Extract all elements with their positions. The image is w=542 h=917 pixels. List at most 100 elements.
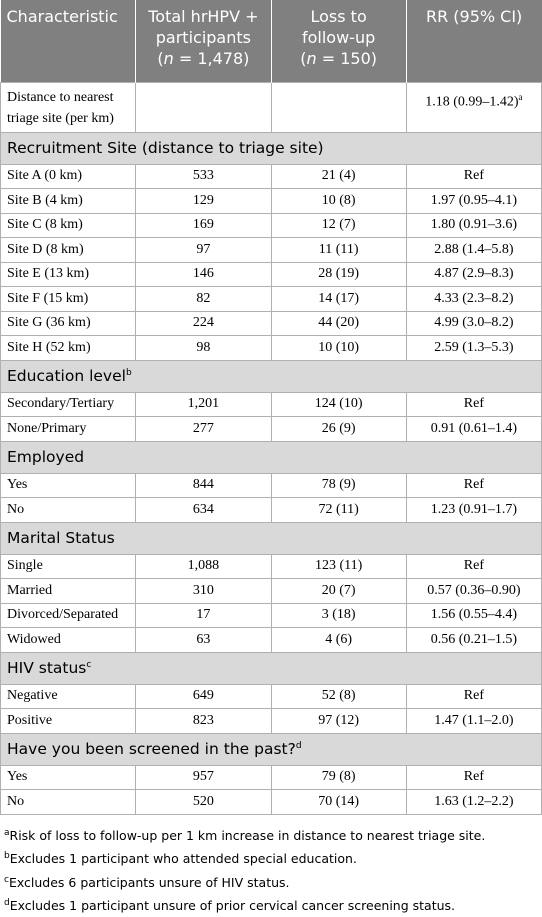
distance-row: Distance to nearest triage site (per km)…	[1, 82, 542, 132]
header-text: Total hrHPV +	[148, 7, 258, 26]
sample-size: = 150)	[317, 49, 377, 68]
section-row: Employed	[1, 441, 542, 473]
data-cell: 82	[136, 287, 271, 312]
data-cell: 63	[136, 628, 271, 653]
data-cell: Ref	[406, 473, 541, 498]
section-row: Marital Status	[1, 522, 542, 554]
data-cell: 10 (8)	[271, 189, 406, 214]
header-text: follow-up	[302, 28, 375, 47]
data-cell: 1.23 (0.91–1.7)	[406, 498, 541, 523]
section-title: HIV statusc	[1, 652, 542, 684]
footnote: bExcludes 1 participant who attended spe…	[4, 846, 542, 870]
row-label: Negative	[1, 684, 136, 709]
footnote-text: Excludes 1 participant unsure of prior c…	[10, 899, 455, 914]
data-cell: 17	[136, 603, 271, 628]
empty-cell	[271, 82, 406, 132]
header-cell: Characteristic	[1, 0, 136, 82]
row-label: Single	[1, 554, 136, 579]
data-cell: Ref	[406, 684, 541, 709]
data-cell: 26 (9)	[271, 417, 406, 442]
row-label: Distance to nearest triage site (per km)	[1, 82, 136, 132]
section-text: HIV status	[7, 659, 86, 677]
data-cell: 0.57 (0.36–0.90)	[406, 579, 541, 604]
data-cell: 123 (11)	[271, 554, 406, 579]
data-cell: 649	[136, 684, 271, 709]
empty-cell	[136, 82, 271, 132]
data-cell: 2.88 (1.4–5.8)	[406, 238, 541, 263]
data-cell: 28 (19)	[271, 262, 406, 287]
section-title: Education levelb	[1, 360, 542, 392]
data-cell: 1.63 (1.2–2.2)	[406, 790, 541, 815]
data-cell: 97	[136, 238, 271, 263]
section-text: Marital Status	[7, 529, 115, 547]
data-cell: 1.47 (1.1–2.0)	[406, 709, 541, 734]
section-row: Recruitment Site (distance to triage sit…	[1, 132, 542, 164]
row-label: No	[1, 498, 136, 523]
data-cell: 1.80 (0.91–3.6)	[406, 213, 541, 238]
header-text: participants	[156, 28, 251, 47]
data-cell: 72 (11)	[271, 498, 406, 523]
header-cell: RR (95% CI)	[406, 0, 541, 82]
footnote-mark: c	[86, 660, 91, 670]
footnote-text: Excludes 1 participant who attended spec…	[10, 851, 357, 866]
row-label: Yes	[1, 765, 136, 790]
header-cell: Total hrHPV +participants(n = 1,478)	[136, 0, 271, 82]
footnote: aRisk of loss to follow-up per 1 km incr…	[4, 823, 542, 847]
section-text: Education level	[7, 367, 126, 385]
rr-cell: 1.18 (0.99–1.42)a	[406, 82, 541, 132]
data-cell: 129	[136, 189, 271, 214]
footnote-text: Risk of loss to follow-up per 1 km incre…	[10, 828, 486, 843]
row-label: Site H (52 km)	[1, 336, 136, 361]
data-cell: 520	[136, 790, 271, 815]
data-cell: 1,201	[136, 392, 271, 417]
section-row: Have you been screened in the past?d	[1, 733, 542, 765]
data-cell: 4.99 (3.0–8.2)	[406, 311, 541, 336]
row-label: Site G (36 km)	[1, 311, 136, 336]
sample-size: n	[164, 49, 174, 68]
section-title: Marital Status	[1, 522, 542, 554]
data-cell: 0.91 (0.61–1.4)	[406, 417, 541, 442]
section-title: Recruitment Site (distance to triage sit…	[1, 132, 542, 164]
data-cell: 78 (9)	[271, 473, 406, 498]
section-text: Have you been screened in the past?	[7, 740, 296, 758]
data-cell: 124 (10)	[271, 392, 406, 417]
footnote-mark: a	[519, 92, 523, 102]
data-cell: 79 (8)	[271, 765, 406, 790]
row-label: Site A (0 km)	[1, 164, 136, 189]
row-label: Site F (15 km)	[1, 287, 136, 312]
footnote-mark: b	[126, 368, 132, 378]
data-cell: 533	[136, 164, 271, 189]
data-cell: 21 (4)	[271, 164, 406, 189]
data-cell: 4 (6)	[271, 628, 406, 653]
footnote-mark: d	[296, 741, 302, 751]
row-label: Married	[1, 579, 136, 604]
section-row: Education levelb	[1, 360, 542, 392]
data-cell: 310	[136, 579, 271, 604]
data-cell: 224	[136, 311, 271, 336]
data-cell: 12 (7)	[271, 213, 406, 238]
data-cell: 10 (10)	[271, 336, 406, 361]
row-label: None/Primary	[1, 417, 136, 442]
footnotes: aRisk of loss to follow-up per 1 km incr…	[0, 815, 542, 917]
rr-value: 1.18 (0.99–1.42)	[425, 94, 518, 109]
data-cell: 169	[136, 213, 271, 238]
